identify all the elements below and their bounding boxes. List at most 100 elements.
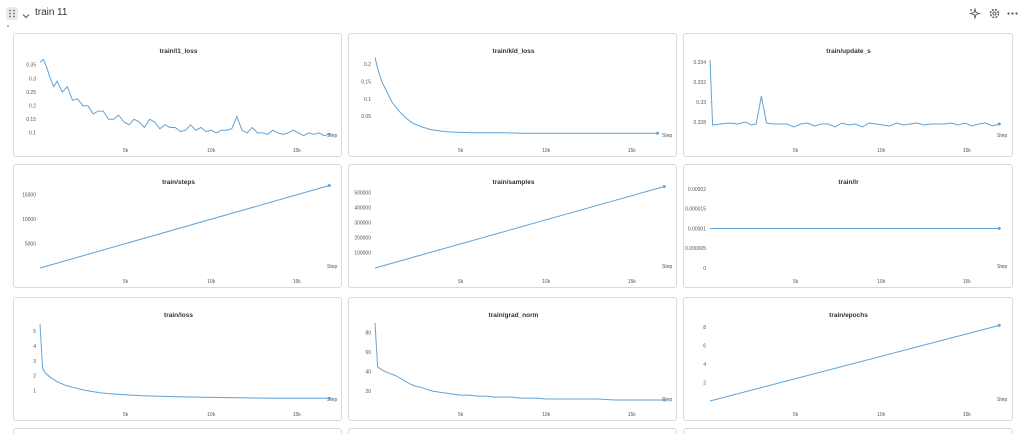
y-tick-label: 0.1	[29, 131, 36, 137]
x-tick-label: 15k	[628, 412, 637, 418]
series-line[interactable]	[374, 322, 665, 401]
y-tick-label: 40	[365, 370, 371, 376]
x-tick-label: 15k	[963, 279, 972, 285]
panel-stub	[13, 428, 342, 434]
line-chart: train/lr 0.00002 0.000015 0.00001 0.000005 0 5…	[685, 179, 1007, 285]
series-endpoint[interactable]	[997, 226, 1001, 230]
x-tick-label: 15k	[628, 279, 637, 285]
x-tick-label: 15k	[293, 412, 302, 418]
line-chart: train/epochs 8 6 4 2 5k 10k 15k Step	[703, 312, 1008, 418]
y-tick-label: 4	[703, 362, 706, 368]
x-tick-label: 15k	[963, 412, 972, 418]
x-tick-label: 10k	[877, 279, 886, 285]
section-title[interactable]: train	[35, 7, 55, 18]
series-endpoint[interactable]	[997, 122, 1001, 126]
series-line[interactable]	[709, 324, 1000, 402]
x-tick-label: 5k	[793, 279, 799, 285]
chart-title: train/grad_norm	[489, 312, 539, 319]
chart-panel[interactable]: train/steps 15000 10000 5000 5k 10k 15k Step	[13, 164, 342, 288]
line-chart: train/steps 15000 10000 5000 5k 10k 15k Step	[22, 179, 338, 285]
drag-handle-icon[interactable]	[6, 7, 18, 20]
chart-panel[interactable]: train/kld_loss 0.2 0.15 0.1 0.05 5k 10k 15k Step	[348, 33, 677, 157]
y-tick-label: 2	[33, 374, 36, 380]
y-tick-label: 20	[365, 389, 371, 395]
chart-panel[interactable]: train/samples 500000 400000 300000 200000 100…	[348, 164, 677, 288]
series-endpoint[interactable]	[327, 396, 331, 400]
x-tick-label: 10k	[877, 412, 886, 418]
y-tick-label: 0.334	[693, 60, 706, 66]
series-endpoint[interactable]	[997, 323, 1001, 327]
x-axis-label: Step	[662, 133, 673, 139]
y-tick-label: 300000	[354, 221, 371, 227]
chart-panel[interactable]: train/l1_loss 0.35 0.3 0.25 0.2 0.15 0.1 5k 10k 1…	[13, 33, 342, 157]
x-tick-label: 15k	[963, 148, 972, 154]
more-options-icon[interactable]	[1006, 7, 1019, 20]
chart-title: train/steps	[162, 179, 195, 186]
chart-panel[interactable]: train/grad_norm 80 60 40 20 5k 10k 15k Step	[348, 297, 677, 421]
x-axis-label: Step	[997, 397, 1008, 403]
chart-title: train/l1_loss	[160, 48, 198, 55]
y-tick-label: 0.15	[26, 117, 36, 123]
series-endpoint[interactable]	[655, 131, 659, 135]
section-panel-count: 11	[57, 7, 68, 18]
x-tick-label: 10k	[542, 412, 551, 418]
series-endpoint[interactable]	[662, 398, 666, 402]
series-line[interactable]	[374, 186, 665, 269]
series-line[interactable]	[39, 185, 330, 269]
line-chart: train/samples 500000 400000 300000 200000 100…	[354, 179, 673, 285]
chart-title: train/samples	[493, 179, 535, 186]
y-tick-label: 10000	[22, 217, 36, 223]
x-tick-label: 5k	[123, 148, 129, 154]
x-tick-label: 10k	[542, 279, 551, 285]
series-endpoint[interactable]	[327, 183, 331, 187]
y-tick-label: 0.3	[29, 76, 36, 82]
x-axis-label: Step	[327, 264, 338, 270]
series-line[interactable]	[39, 58, 330, 137]
series-line[interactable]	[709, 59, 1000, 128]
section-indicator-dot	[7, 25, 9, 27]
x-tick-label: 5k	[458, 148, 464, 154]
y-tick-label: 60	[365, 350, 371, 356]
chart-panel[interactable]: train/update_s 0.334 0.332 0.33 0.328 5k 10k 15…	[683, 33, 1013, 157]
y-tick-label: 0.1	[364, 97, 371, 103]
x-axis-label: Step	[327, 133, 338, 139]
series-line[interactable]	[374, 57, 658, 134]
sparkle-icon[interactable]	[968, 7, 981, 20]
chart-title: train/loss	[164, 312, 193, 319]
y-tick-label: 500000	[354, 190, 371, 196]
x-tick-label: 5k	[123, 279, 129, 285]
x-tick-label: 5k	[793, 148, 799, 154]
x-axis-label: Step	[997, 133, 1008, 139]
y-tick-label: 0.2	[29, 104, 36, 110]
gear-icon[interactable]	[988, 7, 1001, 20]
series-endpoint[interactable]	[662, 185, 666, 189]
line-chart: train/l1_loss 0.35 0.3 0.25 0.2 0.15 0.1 5k 10k 1…	[26, 48, 338, 154]
chart-title: train/epochs	[829, 312, 868, 319]
x-tick-label: 15k	[293, 148, 302, 154]
panel-stub	[683, 428, 1013, 434]
series-endpoint[interactable]	[327, 132, 331, 136]
x-tick-label: 5k	[458, 412, 464, 418]
chart-panel[interactable]: train/epochs 8 6 4 2 5k 10k 15k Step	[683, 297, 1013, 421]
y-tick-label: 0.000005	[685, 246, 706, 252]
line-chart: train/grad_norm 80 60 40 20 5k 10k 15k Step	[365, 312, 672, 418]
y-tick-label: 5	[33, 329, 36, 335]
y-tick-label: 1	[33, 388, 36, 394]
x-tick-label: 10k	[207, 148, 216, 154]
y-tick-label: 0.00001	[688, 226, 706, 232]
chevron-down-icon[interactable]	[21, 8, 31, 19]
y-tick-label: 0.15	[361, 79, 371, 85]
y-tick-label: 15000	[22, 193, 36, 199]
x-tick-label: 10k	[207, 412, 216, 418]
chart-panel[interactable]: train/loss 5 4 3 2 1 5k 10k 15k Step	[13, 297, 342, 421]
y-tick-label: 4	[33, 344, 36, 350]
y-tick-label: 5000	[25, 241, 36, 247]
y-tick-label: 0.35	[26, 63, 36, 69]
y-tick-label: 0.25	[26, 90, 36, 96]
y-tick-label: 0	[703, 266, 706, 272]
x-tick-label: 5k	[793, 412, 799, 418]
series-line[interactable]	[39, 323, 330, 399]
x-axis-label: Step	[662, 264, 673, 270]
chart-panel[interactable]: train/lr 0.00002 0.000015 0.00001 0.000005 0 5…	[683, 164, 1013, 288]
